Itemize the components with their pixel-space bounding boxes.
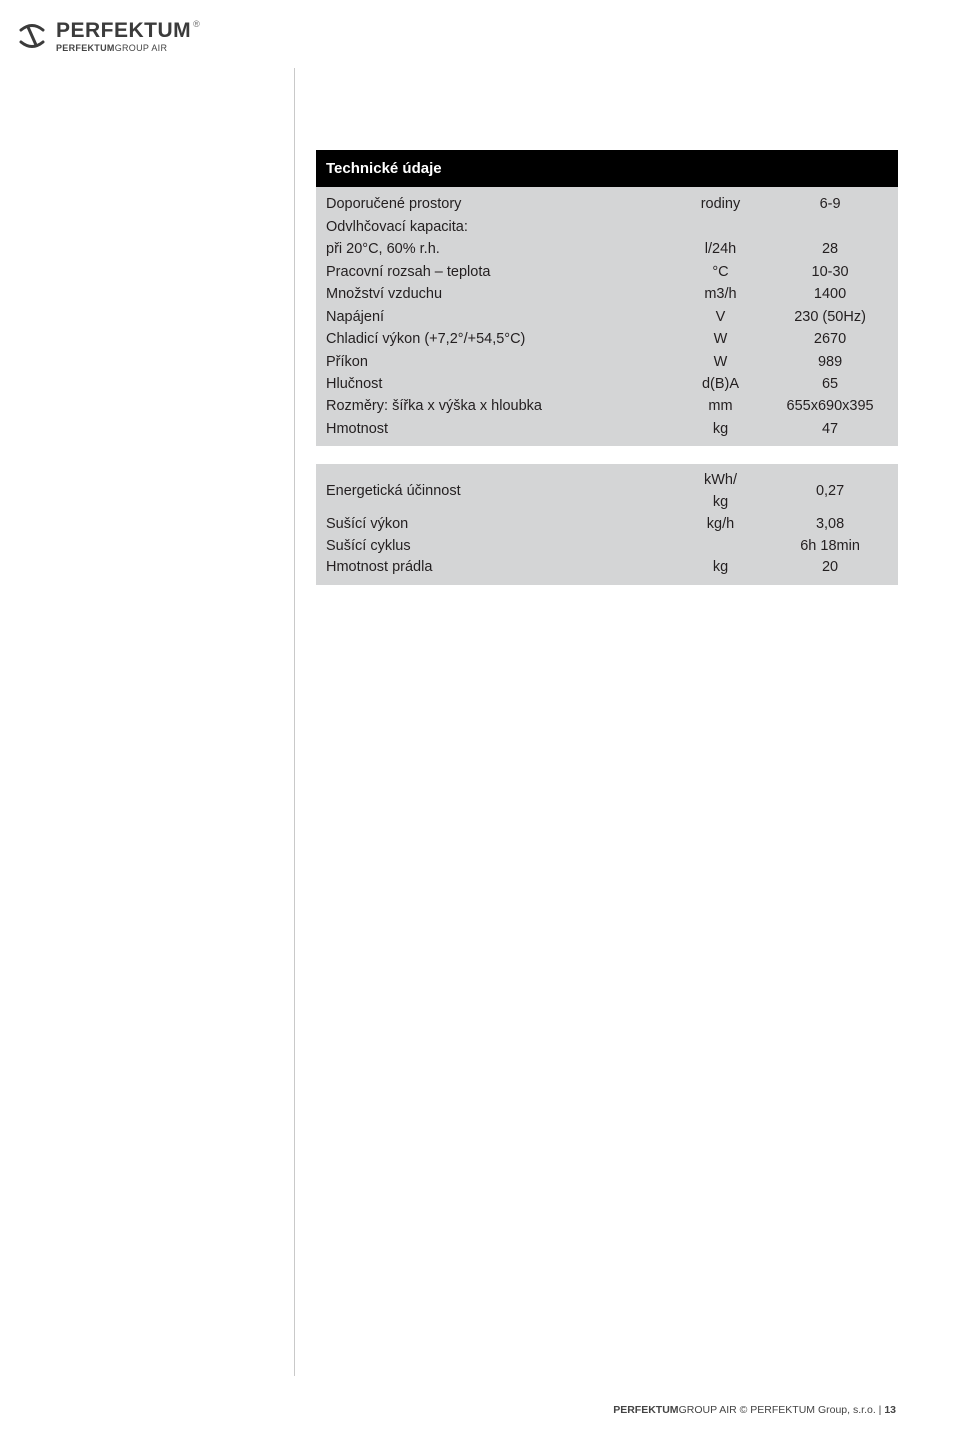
table-row: Pracovní rozsah – teplota °C 10-30 <box>316 261 898 283</box>
logo-subline: PERFEKTUMGROUP AIR <box>56 43 200 53</box>
spec-unit: m3/h <box>677 283 764 305</box>
spec-label: Sušící cyklus <box>316 536 677 558</box>
table-row: Rozměry: šířka x výška x hloubka mm 655x… <box>316 395 898 417</box>
spec-value: 2670 <box>764 328 898 350</box>
spec-value <box>764 216 898 238</box>
spec-value: 655x690x395 <box>764 395 898 417</box>
spec-label: Hmotnost prádla <box>316 557 677 585</box>
drying-table: Energetická účinnost kWh/ kg 0,27 Sušící… <box>316 464 898 585</box>
spec-value: 47 <box>764 418 898 446</box>
specs-table-header-row: Technické údaje <box>316 150 898 187</box>
spec-value: 1400 <box>764 283 898 305</box>
spec-value: 989 <box>764 351 898 373</box>
logo-line1: PERFEKTUM ® <box>56 20 200 41</box>
spec-value: 6h 18min <box>764 536 898 558</box>
spec-unit <box>677 536 764 558</box>
spec-unit: V <box>677 306 764 328</box>
spec-unit <box>677 216 764 238</box>
spec-unit: W <box>677 351 764 373</box>
spec-label: Chladicí výkon (+7,2°/+54,5°C) <box>316 328 677 350</box>
table-row: Chladicí výkon (+7,2°/+54,5°C) W 2670 <box>316 328 898 350</box>
spec-value: 6-9 <box>764 187 898 215</box>
table-row: Sušící cyklus 6h 18min <box>316 536 898 558</box>
spec-label: Hmotnost <box>316 418 677 446</box>
spec-value: 28 <box>764 238 898 260</box>
spec-label: Pracovní rozsah – teplota <box>316 261 677 283</box>
spec-label: Hlučnost <box>316 373 677 395</box>
vertical-divider <box>294 68 295 1376</box>
table-row: Hmotnost prádla kg 20 <box>316 557 898 585</box>
specs-table-header-empty1 <box>677 150 764 187</box>
spec-label: Množství vzduchu <box>316 283 677 305</box>
spec-value: 230 (50Hz) <box>764 306 898 328</box>
logo-text: PERFEKTUM ® PERFEKTUMGROUP AIR <box>56 20 200 53</box>
footer-company: PERFEKTUM Group, s.r.o. <box>750 1404 875 1416</box>
spec-label: Energetická účinnost <box>316 464 677 514</box>
footer-page-number: 13 <box>884 1404 896 1416</box>
spec-value: 0,27 <box>764 464 898 514</box>
logo-sub-bold: PERFEKTUM <box>56 43 115 53</box>
table-row: Příkon W 989 <box>316 351 898 373</box>
footer-sep: © <box>737 1404 751 1416</box>
specs-table-title: Technické údaje <box>316 150 677 187</box>
table-row: Energetická účinnost kWh/ kg 0,27 <box>316 464 898 514</box>
table-row: při 20°C, 60% r.h. l/24h 28 <box>316 238 898 260</box>
spec-label: Sušící výkon <box>316 514 677 536</box>
spec-value: 65 <box>764 373 898 395</box>
spec-unit: W <box>677 328 764 350</box>
table-row: Napájení V 230 (50Hz) <box>316 306 898 328</box>
spec-label: Odvlhčovací kapacita: <box>316 216 677 238</box>
spec-unit: kg <box>677 557 764 585</box>
spec-value: 20 <box>764 557 898 585</box>
spec-label: při 20°C, 60% r.h. <box>316 238 677 260</box>
spec-label: Příkon <box>316 351 677 373</box>
spec-unit: d(B)A <box>677 373 764 395</box>
spec-unit: kg/h <box>677 514 764 536</box>
spec-unit: rodiny <box>677 187 764 215</box>
logo-icon <box>14 18 50 54</box>
spec-value: 3,08 <box>764 514 898 536</box>
table-row: Odvlhčovací kapacita: <box>316 216 898 238</box>
table-row: Sušící výkon kg/h 3,08 <box>316 514 898 536</box>
table-row: Množství vzduchu m3/h 1400 <box>316 283 898 305</box>
spec-unit: l/24h <box>677 238 764 260</box>
logo-sub-light2: AIR <box>151 43 167 53</box>
specs-table-header-empty2 <box>764 150 898 187</box>
content-area: Technické údaje Doporučené prostory rodi… <box>316 150 898 585</box>
footer-brand-bold: PERFEKTUM <box>613 1404 678 1416</box>
spec-label: Doporučené prostory <box>316 187 677 215</box>
spec-unit: kg <box>677 418 764 446</box>
spec-value: 10-30 <box>764 261 898 283</box>
table-row: Hlučnost d(B)A 65 <box>316 373 898 395</box>
spec-label: Rozměry: šířka x výška x hloubka <box>316 395 677 417</box>
page: PERFEKTUM ® PERFEKTUMGROUP AIR Technické… <box>0 0 960 1438</box>
footer: PERFEKTUMGROUP AIR © PERFEKTUM Group, s.… <box>613 1404 896 1416</box>
specs-table: Technické údaje Doporučené prostory rodi… <box>316 150 898 446</box>
logo-registered-mark: ® <box>193 19 200 29</box>
footer-brand-light: GROUP AIR <box>679 1404 737 1416</box>
spec-unit: kWh/ kg <box>677 464 764 514</box>
spec-unit: °C <box>677 261 764 283</box>
logo-word: PERFEKTUM <box>56 20 191 41</box>
table-row: Hmotnost kg 47 <box>316 418 898 446</box>
logo-sub-light1: GROUP <box>115 43 152 53</box>
table-row: Doporučené prostory rodiny 6-9 <box>316 187 898 215</box>
spec-label: Napájení <box>316 306 677 328</box>
spec-unit: mm <box>677 395 764 417</box>
brand-header: PERFEKTUM ® PERFEKTUMGROUP AIR <box>14 20 200 54</box>
table-spacer <box>316 446 898 464</box>
